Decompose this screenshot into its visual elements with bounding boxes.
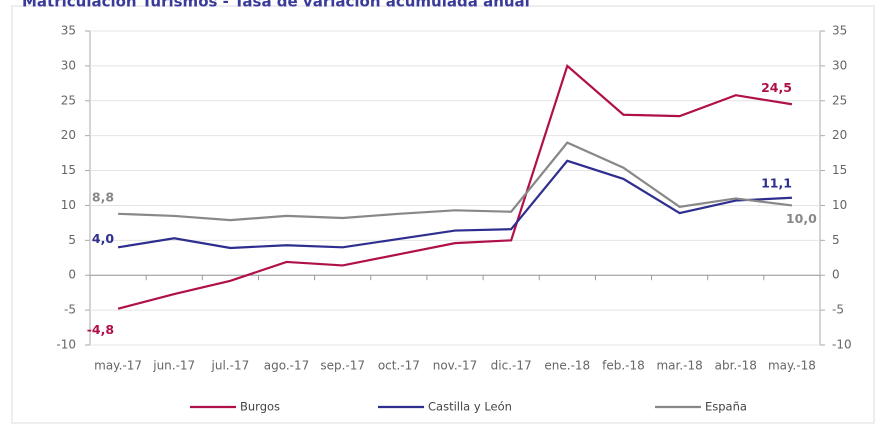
y2-tick-label: -5 [832, 303, 844, 317]
y2-tick-label: 25 [832, 93, 847, 107]
data-label: 10,0 [786, 211, 817, 226]
y-tick-label: 25 [61, 93, 76, 107]
y2-tick-label: 15 [832, 163, 847, 177]
x-tick-label: jun.-17 [152, 359, 195, 373]
y-tick-label: 0 [68, 268, 76, 282]
y-tick-label: -5 [64, 303, 76, 317]
series-line [117, 159, 792, 250]
data-label: 8,8 [92, 189, 114, 204]
y-tick-label: -10 [56, 338, 76, 352]
series-line [117, 63, 793, 310]
y2-tick-label: 0 [832, 268, 840, 282]
y2-tick-label: 35 [832, 24, 847, 38]
y2-tick-label: 5 [832, 233, 840, 247]
y-tick-label: 5 [68, 233, 76, 247]
x-tick-label: oct.-17 [378, 359, 420, 373]
data-label: 24,5 [761, 80, 792, 95]
chart-frame [11, 5, 875, 424]
y-tick-label: 15 [61, 163, 76, 177]
x-tick-label: may.-17 [94, 359, 142, 373]
data-label: 11,1 [761, 175, 792, 190]
x-tick-label: may.-18 [768, 359, 816, 373]
y2-tick-label: 20 [832, 128, 847, 142]
y-tick-label: 20 [61, 128, 76, 142]
data-label: 4,0 [92, 231, 114, 246]
series-line [118, 141, 793, 222]
legend-label: Castilla y León [428, 400, 512, 414]
y2-tick-label: 30 [832, 58, 847, 72]
chart-title: Matriculación Turismos - Tasa de variaci… [22, 0, 530, 11]
x-tick-label: nov.-17 [433, 359, 478, 373]
legend-label: España [705, 400, 747, 414]
x-tick-label: mar.-18 [656, 359, 702, 373]
data-label: -4,8 [87, 322, 114, 337]
x-tick-label: abr.-18 [715, 359, 757, 373]
x-tick-label: ene.-18 [544, 359, 590, 373]
legend-label: Burgos [240, 400, 280, 414]
y2-tick-label: -10 [832, 338, 852, 352]
y-tick-label: 30 [61, 58, 76, 72]
x-tick-label: jul.-17 [211, 359, 250, 373]
y-tick-label: 10 [61, 198, 76, 212]
y2-tick-label: 10 [832, 198, 847, 212]
x-tick-label: ago.-17 [264, 359, 310, 373]
x-tick-label: sep.-17 [320, 359, 365, 373]
x-tick-label: feb.-18 [602, 359, 645, 373]
y-tick-label: 35 [61, 24, 76, 38]
x-tick-label: dic.-17 [491, 359, 532, 373]
